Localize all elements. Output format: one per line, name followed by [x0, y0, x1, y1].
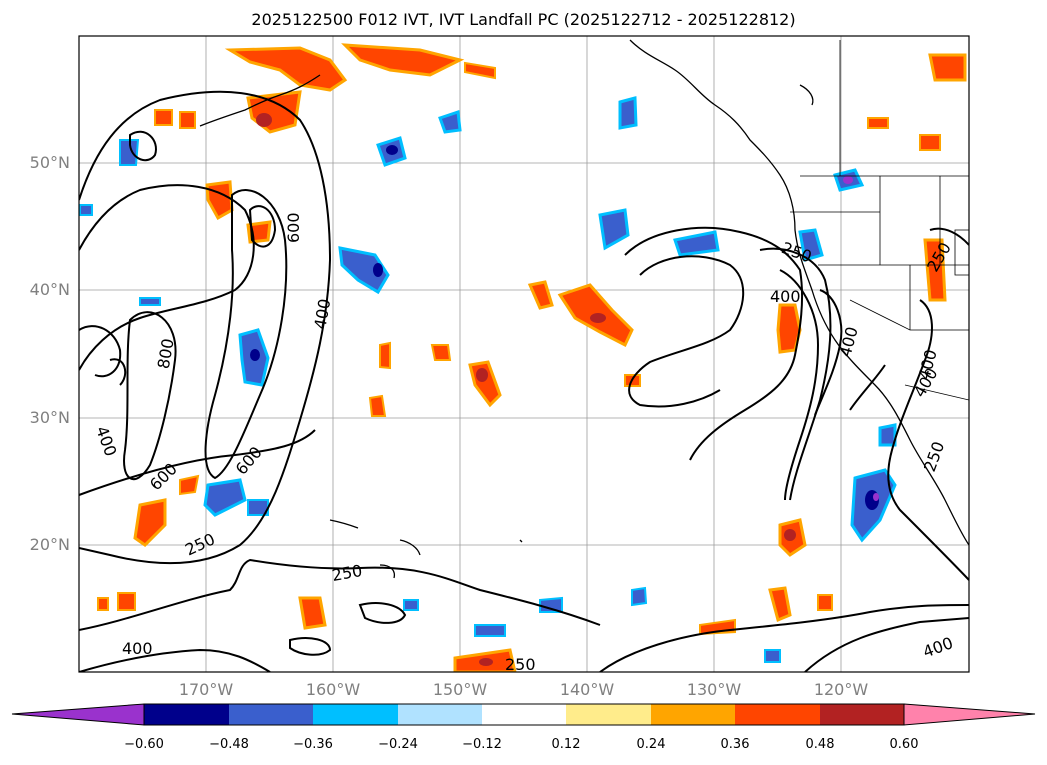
contour-label: 400	[770, 287, 801, 306]
colorbar-tick-label: −0.48	[209, 737, 249, 752]
colorbar-tick-label: −0.36	[293, 737, 333, 752]
colorbar-tick-label: 0.60	[889, 737, 919, 752]
positive-anomaly-regions	[97, 43, 967, 672]
lat-label: 30°N	[29, 408, 70, 427]
lon-label: 160°W	[305, 680, 361, 699]
contour-label: 600	[284, 212, 303, 243]
colorbar-extend-high	[903, 703, 1036, 726]
map-background	[79, 36, 969, 672]
colorbar-bin	[735, 704, 820, 725]
map-frame	[78, 35, 970, 673]
colorbar-bin	[482, 704, 566, 725]
colorbar-extend-low	[11, 703, 145, 726]
colorbar-tick-label: −0.12	[462, 737, 502, 752]
contour-label: 400	[122, 639, 153, 658]
lat-label: 40°N	[29, 280, 70, 299]
political-borders	[790, 40, 969, 401]
lon-label: 120°W	[813, 680, 869, 699]
colorbar-tick-label: 0.36	[720, 737, 750, 752]
colorbar-bin	[820, 704, 904, 725]
colorbar-tick-label: 0.48	[805, 737, 835, 752]
map-title: 2025122500 F012 IVT, IVT Landfall PC (20…	[251, 10, 796, 29]
colorbar-tick-label: −0.24	[378, 737, 418, 752]
negative-anomaly-regions	[79, 96, 897, 663]
colorbar-bin	[566, 704, 651, 725]
lat-label: 50°N	[29, 153, 70, 172]
lon-label: 150°W	[432, 680, 488, 699]
contour-label: 250	[505, 655, 536, 674]
colorbar-tick-label: 0.12	[551, 737, 581, 752]
lon-label: 170°W	[178, 680, 234, 699]
ivt-contours	[79, 90, 969, 672]
colorbar-bin	[313, 704, 398, 725]
colorbar	[11, 703, 1036, 726]
lon-label: 140°W	[559, 680, 615, 699]
colorbar-bin	[144, 704, 229, 725]
lon-label: 130°W	[686, 680, 742, 699]
colorbar-bin	[229, 704, 313, 725]
colorbar-bin	[651, 704, 735, 725]
coastlines	[199, 39, 969, 579]
colorbar-tick-label: 0.24	[636, 737, 666, 752]
colorbar-tick-label: −0.60	[124, 737, 164, 752]
colorbar-bin	[398, 704, 482, 725]
lat-label: 20°N	[29, 535, 70, 554]
